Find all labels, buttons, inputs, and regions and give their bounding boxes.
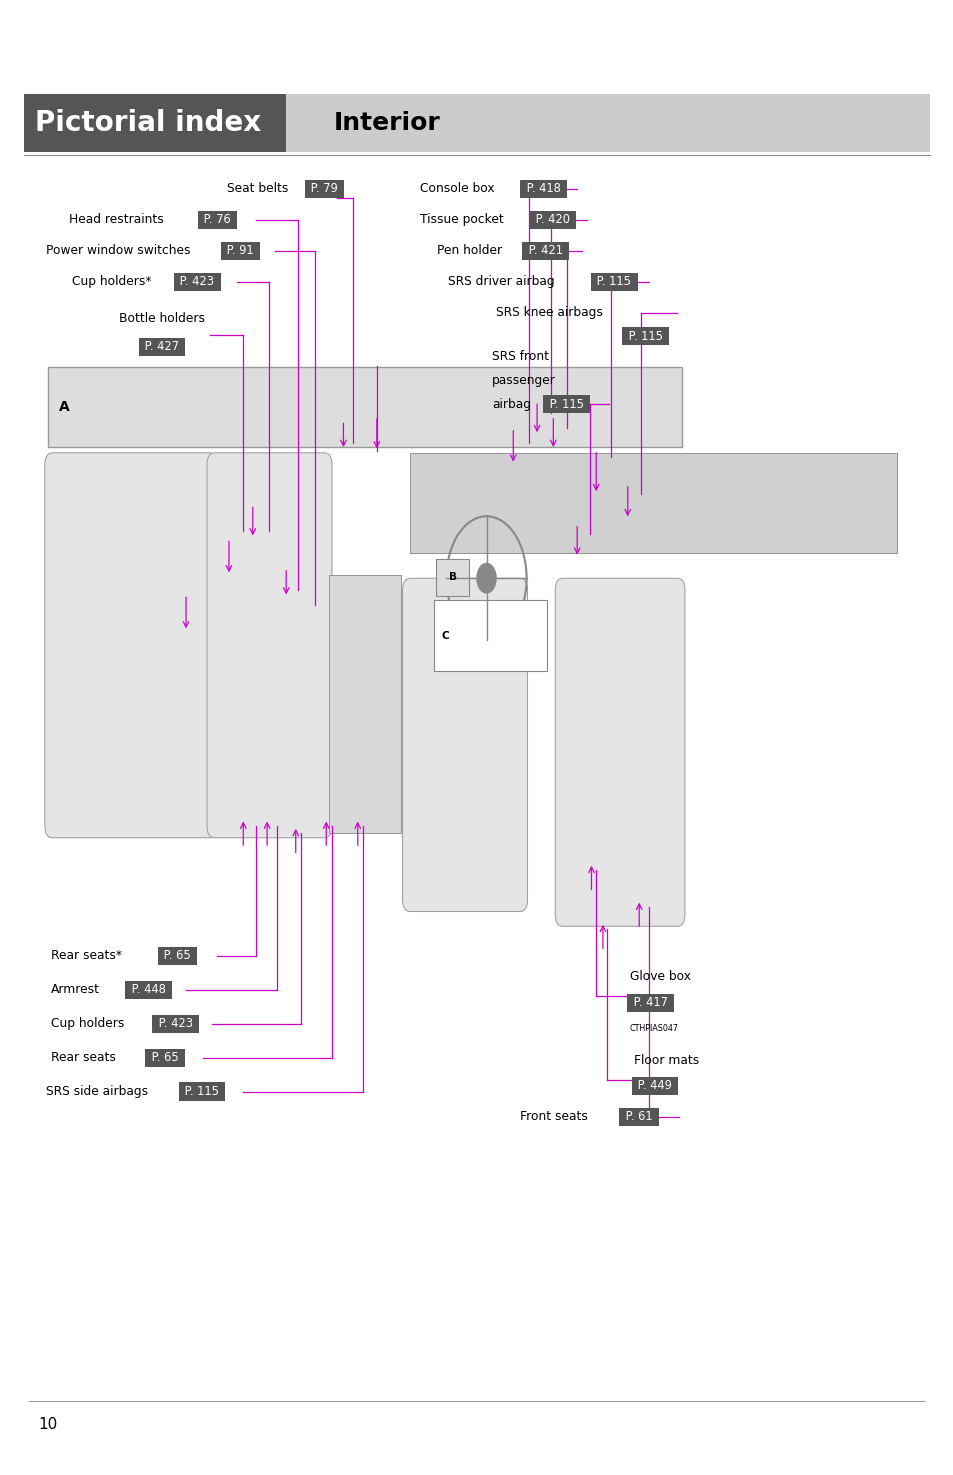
- Text: passenger: passenger: [492, 375, 556, 386]
- Text: Front seats: Front seats: [519, 1111, 587, 1122]
- Text: P. 417: P. 417: [629, 997, 671, 1009]
- Text: Seat belts: Seat belts: [227, 183, 288, 195]
- Text: Rear seats: Rear seats: [51, 1052, 115, 1063]
- Text: SRS knee airbags: SRS knee airbags: [496, 307, 602, 319]
- Text: SRS front: SRS front: [492, 351, 549, 363]
- Text: Pen holder: Pen holder: [436, 245, 501, 257]
- Text: C: C: [441, 631, 449, 640]
- FancyBboxPatch shape: [410, 453, 896, 553]
- Text: P. 115: P. 115: [181, 1086, 223, 1097]
- Text: P. 449: P. 449: [634, 1080, 676, 1092]
- Text: Armrest: Armrest: [51, 984, 99, 996]
- FancyBboxPatch shape: [45, 453, 217, 838]
- Text: SRS driver airbag: SRS driver airbag: [448, 276, 555, 288]
- Text: Floor mats: Floor mats: [634, 1055, 699, 1066]
- Text: P. 115: P. 115: [624, 330, 666, 342]
- Text: Interior: Interior: [334, 111, 440, 136]
- Text: P. 427: P. 427: [141, 341, 183, 353]
- Text: Console box: Console box: [419, 183, 494, 195]
- Text: 10: 10: [38, 1417, 57, 1432]
- Text: P. 418: P. 418: [522, 183, 564, 195]
- Text: P. 421: P. 421: [524, 245, 566, 257]
- Text: Cup holders*: Cup holders*: [71, 276, 151, 288]
- FancyBboxPatch shape: [436, 559, 469, 596]
- FancyBboxPatch shape: [402, 578, 527, 912]
- Text: Bottle holders: Bottle holders: [119, 313, 205, 324]
- Text: P. 423: P. 423: [154, 1018, 196, 1030]
- Text: Power window switches: Power window switches: [46, 245, 190, 257]
- Text: P. 115: P. 115: [545, 398, 587, 410]
- Text: airbag: airbag: [492, 398, 531, 410]
- FancyBboxPatch shape: [286, 94, 929, 152]
- Text: Head restraints: Head restraints: [69, 214, 163, 226]
- Text: CTHPIAS047: CTHPIAS047: [629, 1024, 678, 1032]
- Text: P. 420: P. 420: [532, 214, 574, 226]
- Bar: [329, 575, 400, 833]
- Text: SRS side airbags: SRS side airbags: [46, 1086, 148, 1097]
- Text: Glove box: Glove box: [629, 971, 690, 982]
- FancyBboxPatch shape: [207, 453, 332, 838]
- Text: P. 115: P. 115: [593, 276, 635, 288]
- FancyBboxPatch shape: [555, 578, 684, 926]
- Text: P. 79: P. 79: [307, 183, 341, 195]
- Text: P. 65: P. 65: [160, 950, 194, 962]
- Text: P. 423: P. 423: [176, 276, 218, 288]
- Text: A: A: [59, 400, 70, 414]
- Text: Pictorial index: Pictorial index: [34, 109, 261, 137]
- FancyBboxPatch shape: [48, 367, 681, 447]
- Text: Rear seats*: Rear seats*: [51, 950, 121, 962]
- FancyBboxPatch shape: [434, 600, 546, 671]
- Text: P. 65: P. 65: [148, 1052, 182, 1063]
- Text: Cup holders: Cup holders: [51, 1018, 124, 1030]
- Text: Tissue pocket: Tissue pocket: [419, 214, 503, 226]
- Text: P. 76: P. 76: [200, 214, 234, 226]
- Text: P. 91: P. 91: [223, 245, 257, 257]
- Text: B: B: [448, 572, 456, 583]
- Circle shape: [476, 563, 496, 593]
- Text: P. 61: P. 61: [621, 1111, 656, 1122]
- FancyBboxPatch shape: [24, 94, 286, 152]
- Text: P. 448: P. 448: [128, 984, 170, 996]
